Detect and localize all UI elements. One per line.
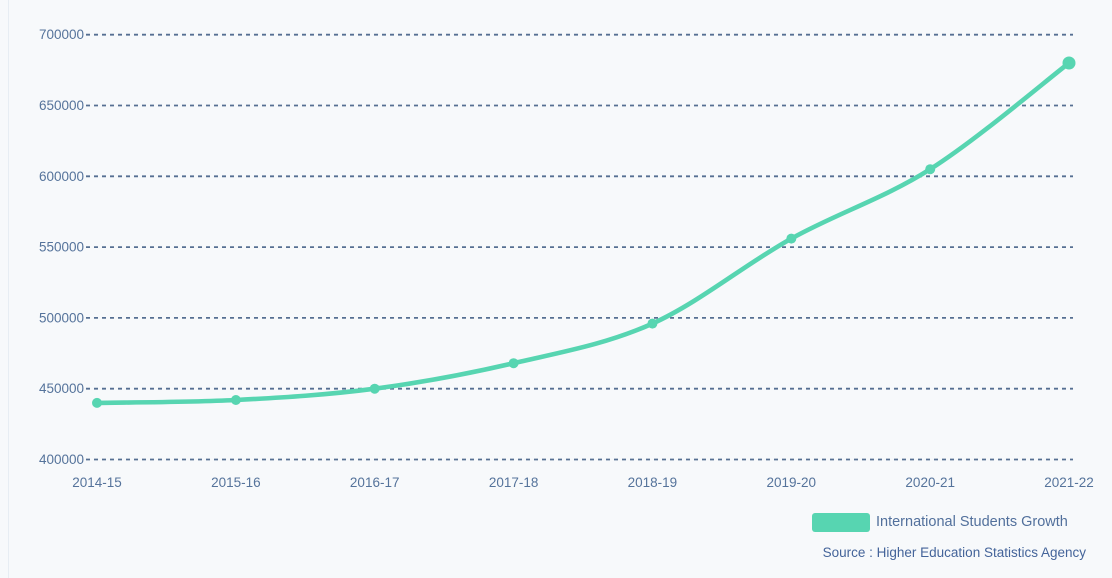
x-axis-label: 2014-15 — [72, 475, 122, 490]
data-point-marker[interactable] — [230, 395, 241, 405]
legend-swatch — [812, 512, 870, 532]
y-axis-tick-label: 650000 — [39, 98, 84, 113]
y-axis-tick-label: 400000 — [39, 452, 84, 467]
x-axis-label: 2018-19 — [628, 475, 678, 490]
y-axis-tick-label: 550000 — [39, 240, 84, 255]
series-line — [94, 60, 1072, 406]
panel-left-border — [8, 0, 9, 578]
data-point-marker[interactable] — [925, 164, 936, 175]
x-axis-label: 2015-16 — [211, 475, 261, 490]
y-axis-tick-label: 500000 — [39, 310, 84, 325]
legend-label: International Students Growth — [876, 514, 1068, 530]
legend[interactable]: International Students Growth — [812, 511, 1068, 533]
x-axis-label: 2016-17 — [350, 475, 400, 490]
data-point-marker[interactable] — [508, 358, 519, 369]
source-caption: Source : Higher Education Statistics Age… — [822, 545, 1086, 560]
x-axis-label: 2017-18 — [489, 475, 539, 490]
x-axis-label: 2021-22 — [1044, 475, 1094, 490]
y-axis-tick-label: 450000 — [39, 381, 84, 396]
x-axis-label: 2019-20 — [767, 475, 817, 490]
data-point-marker[interactable] — [92, 397, 102, 408]
data-point-marker[interactable] — [369, 383, 380, 394]
x-axis-label: 2020-21 — [905, 475, 955, 490]
data-point-marker[interactable] — [786, 233, 797, 244]
y-axis-tick-label: 700000 — [39, 27, 84, 42]
data-point-marker[interactable] — [1062, 56, 1076, 70]
y-axis-tick-label: 600000 — [39, 169, 84, 184]
data-point-marker[interactable] — [647, 318, 658, 329]
